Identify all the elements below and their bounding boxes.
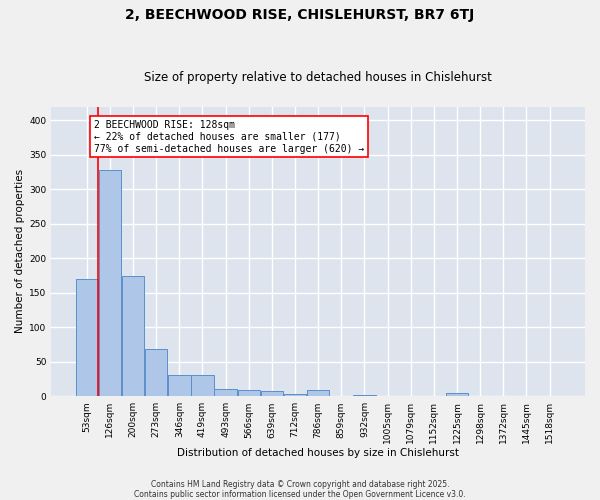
Bar <box>76 279 98 396</box>
Bar <box>307 390 329 396</box>
Title: Size of property relative to detached houses in Chislehurst: Size of property relative to detached ho… <box>144 72 492 85</box>
Bar <box>284 394 306 396</box>
Bar <box>122 276 144 396</box>
Bar <box>191 375 214 396</box>
Text: Contains HM Land Registry data © Crown copyright and database right 2025.
Contai: Contains HM Land Registry data © Crown c… <box>134 480 466 499</box>
Text: 2 BEECHWOOD RISE: 128sqm
← 22% of detached houses are smaller (177)
77% of semi-: 2 BEECHWOOD RISE: 128sqm ← 22% of detach… <box>94 120 364 154</box>
Bar <box>353 395 376 396</box>
X-axis label: Distribution of detached houses by size in Chislehurst: Distribution of detached houses by size … <box>177 448 459 458</box>
Bar <box>238 390 260 396</box>
Bar <box>214 390 237 396</box>
Bar <box>145 350 167 397</box>
Bar <box>446 393 468 396</box>
Bar <box>98 170 121 396</box>
Bar <box>168 375 191 396</box>
Bar <box>260 391 283 396</box>
Y-axis label: Number of detached properties: Number of detached properties <box>15 170 25 334</box>
Text: 2, BEECHWOOD RISE, CHISLEHURST, BR7 6TJ: 2, BEECHWOOD RISE, CHISLEHURST, BR7 6TJ <box>125 8 475 22</box>
